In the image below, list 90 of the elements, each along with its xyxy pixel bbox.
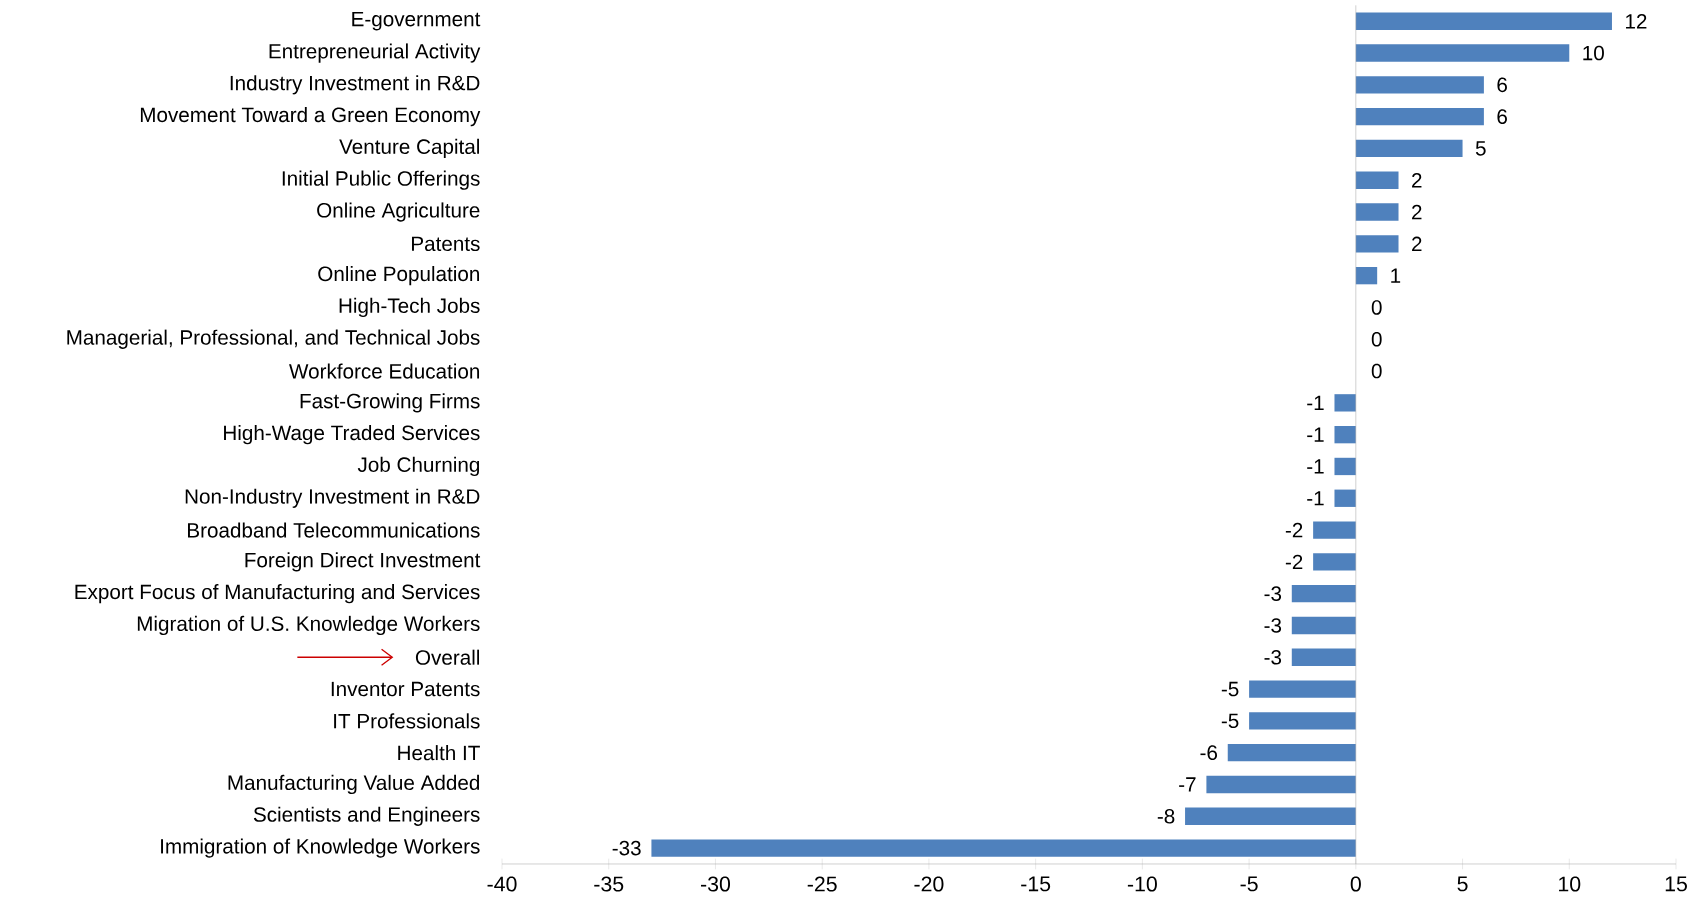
bar — [1249, 680, 1356, 698]
y-tick-label: Migration of U.S. Knowledge Workers — [137, 615, 480, 636]
data-label: 0 — [1371, 363, 1382, 379]
bar — [1355, 171, 1399, 189]
y-tick-label: Entrepreneurial Activity — [269, 43, 481, 63]
data-label: -8 — [1157, 808, 1175, 824]
x-tick-label: -5 — [1240, 876, 1258, 892]
y-tick-label: Industry Investment in R&D — [230, 75, 480, 95]
x-tick-label: 5 — [1457, 876, 1468, 892]
data-label: -2 — [1285, 522, 1303, 538]
y-tick-label: Export Focus of Manufacturing and Services — [75, 584, 480, 604]
x-tick-label: -25 — [807, 876, 837, 892]
data-label: -3 — [1264, 618, 1282, 633]
x-tick-label: 0 — [1350, 876, 1361, 892]
x-tick-label: -15 — [1021, 876, 1051, 892]
bar — [1291, 585, 1356, 603]
data-label: -7 — [1179, 777, 1196, 792]
y-tick-label: Non-Industry Investment in R&D — [185, 488, 480, 508]
x-tick-label: -20 — [914, 876, 944, 892]
data-label: 10 — [1583, 45, 1604, 61]
x-tick-label: -35 — [594, 876, 624, 892]
y-tick-label: Inventor Patents — [331, 681, 480, 697]
bar — [1334, 394, 1356, 412]
y-tick-label: Manufacturing Value Added — [228, 774, 480, 795]
data-label: -2 — [1285, 554, 1303, 570]
data-label: 2 — [1412, 236, 1422, 252]
bar — [651, 839, 1356, 857]
x-tick-label: -10 — [1127, 876, 1157, 892]
y-tick-label: Managerial, Professional, and Technical Jobs — [67, 329, 480, 349]
y-tick-label: Overall — [415, 649, 480, 665]
data-label: 12 — [1626, 14, 1647, 29]
y-tick-label: Online Population — [318, 266, 479, 286]
y-tick-label: Broadband Telecommunications — [188, 522, 480, 538]
bar — [1355, 139, 1463, 158]
y-tick-label: Online Agriculture — [317, 202, 480, 222]
y-tick-label: Initial Public Offerings — [282, 170, 480, 190]
bar — [1355, 107, 1484, 126]
bar — [1355, 12, 1612, 30]
x-tick-label: 15 — [1665, 876, 1687, 892]
y-tick-label: Patents — [412, 236, 480, 252]
data-label: -1 — [1307, 491, 1324, 506]
y-tick-label: Scientists and Engineers — [253, 806, 480, 826]
data-label: 0 — [1371, 300, 1382, 315]
x-tick-label: -40 — [487, 876, 517, 892]
bar — [1355, 266, 1378, 285]
y-tick-label: IT Professionals — [334, 713, 480, 729]
y-tick-label: Immigration of Knowledge Workers — [161, 838, 480, 858]
y-tick-label: High-Wage Traded Services — [224, 425, 480, 445]
y-tick-label: Workforce Education — [289, 363, 480, 379]
y-tick-label: High-Tech Jobs — [339, 297, 480, 318]
y-tick-label: Foreign Direct Investment — [245, 552, 481, 572]
bar — [1355, 44, 1570, 62]
bar — [1355, 235, 1399, 253]
y-tick-label: Health IT — [398, 745, 480, 761]
data-label: -1 — [1307, 459, 1324, 474]
data-label: 2 — [1412, 204, 1422, 220]
data-label: 0 — [1371, 331, 1382, 347]
y-tick-label: E-government — [352, 11, 481, 31]
bar — [1291, 616, 1356, 635]
data-label: -6 — [1200, 745, 1218, 760]
y-tick-label: Movement Toward a Green Economy — [140, 107, 481, 127]
bar — [1227, 744, 1356, 762]
bar — [1249, 712, 1356, 730]
data-label: 6 — [1497, 109, 1507, 124]
data-label: -5 — [1221, 713, 1239, 729]
data-label: 6 — [1497, 77, 1507, 93]
data-label: 1 — [1391, 268, 1401, 283]
bar — [1334, 457, 1356, 476]
bar — [1355, 203, 1399, 221]
data-label: -1 — [1307, 427, 1324, 442]
data-label: 2 — [1412, 173, 1422, 188]
bar — [1355, 76, 1484, 94]
data-label: -1 — [1307, 395, 1324, 410]
bar — [1334, 489, 1356, 507]
y-tick-label: Job Churning — [357, 456, 480, 477]
data-label: 5 — [1475, 141, 1486, 156]
bar — [1291, 648, 1356, 666]
bar — [1313, 521, 1356, 539]
x-tick-label: 10 — [1559, 876, 1581, 892]
y-tick-label: Fast-Growing Firms — [300, 393, 480, 413]
x-tick-label: -30 — [700, 876, 731, 892]
data-label: -33 — [612, 840, 641, 856]
data-label: -3 — [1264, 586, 1282, 601]
bar — [1185, 807, 1356, 825]
bar — [1334, 425, 1356, 444]
y-tick-label: Venture Capital — [339, 138, 479, 159]
data-label: -5 — [1221, 681, 1239, 697]
bar — [1206, 775, 1356, 794]
bar — [1313, 553, 1356, 571]
data-label: -3 — [1264, 649, 1282, 665]
